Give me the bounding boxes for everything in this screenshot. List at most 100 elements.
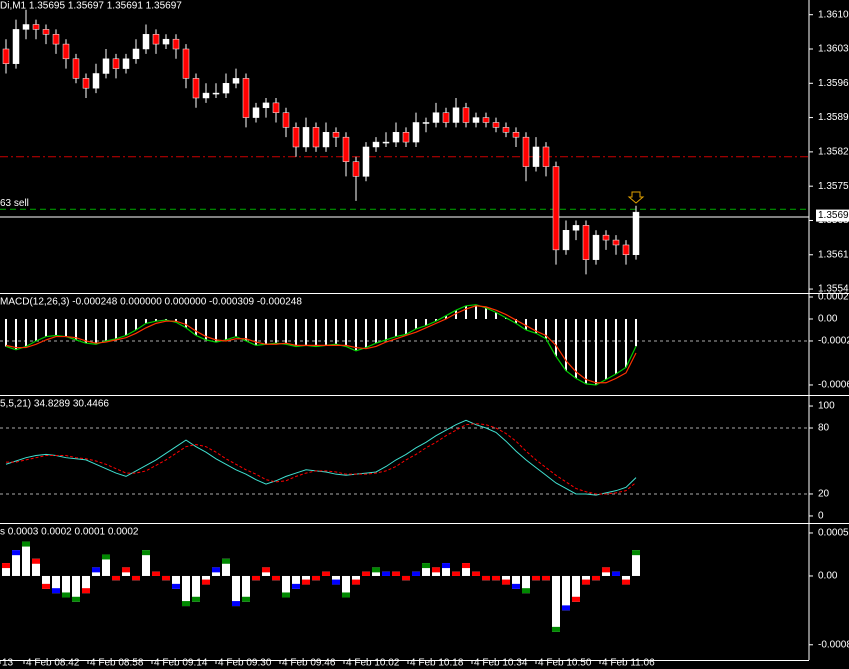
candle-body xyxy=(532,146,540,167)
candle-body xyxy=(52,34,60,45)
candle-body xyxy=(452,107,460,123)
panel-title: s 0.0003 0.0002 0.0001 0.0002 xyxy=(0,527,139,538)
candle-body xyxy=(72,58,80,79)
y-tick-label: 0.00 xyxy=(818,571,838,582)
bar-tip xyxy=(332,579,340,585)
bar-tip xyxy=(222,558,230,564)
bar-tip xyxy=(572,596,580,602)
histogram-bar xyxy=(235,318,237,337)
y-tick-label: 100 xyxy=(818,401,835,412)
y-tick-label: -0.0006 xyxy=(818,380,849,391)
candle-body xyxy=(602,234,610,241)
candle-body xyxy=(82,78,90,89)
histogram-bar xyxy=(45,318,47,337)
bar xyxy=(422,563,430,576)
bar-tip xyxy=(32,558,40,564)
y-tick-label: 1.3603 xyxy=(818,44,849,55)
y-tick-label: 1.3610 xyxy=(818,9,849,20)
candle-body xyxy=(252,107,260,118)
bar-tip xyxy=(362,571,370,576)
candle-body xyxy=(382,141,390,144)
bar xyxy=(342,575,350,598)
bar-tip xyxy=(132,575,140,581)
bar-tip xyxy=(502,579,510,585)
x-tick-label: 4 Feb 10:02 xyxy=(346,658,400,669)
histogram-bar xyxy=(625,318,627,368)
candle-body xyxy=(22,24,30,30)
histogram-bar xyxy=(515,318,517,324)
bar-tip xyxy=(252,575,260,581)
histogram-bar xyxy=(525,318,527,330)
candle-body xyxy=(32,24,40,30)
histogram-bar xyxy=(105,318,107,341)
histogram-bar xyxy=(225,318,227,340)
x-tick-label: 4 Feb 08:58 xyxy=(90,658,144,669)
candle-body xyxy=(152,34,160,45)
bar-tip xyxy=(412,571,420,576)
bar xyxy=(52,575,60,594)
histogram-bar xyxy=(345,318,347,347)
candle-body xyxy=(462,107,470,123)
candle-body xyxy=(212,92,220,95)
y-tick-label: 0.0005 xyxy=(818,528,849,539)
candle-body xyxy=(192,78,200,99)
bar-tip xyxy=(72,596,80,602)
candle-body xyxy=(572,225,580,231)
bar xyxy=(182,575,190,607)
histogram-bar xyxy=(155,318,157,322)
y-tick-label: -0.0008 xyxy=(818,639,849,650)
candle-body xyxy=(2,48,10,64)
histogram-bar xyxy=(145,318,147,324)
candle-body xyxy=(562,230,570,251)
histogram-bar xyxy=(635,318,637,347)
bar-tip xyxy=(342,592,350,598)
bar xyxy=(192,575,200,602)
bar-tip xyxy=(372,567,380,573)
candle-body xyxy=(312,127,320,148)
candle-body xyxy=(482,117,490,123)
bar xyxy=(552,575,560,632)
histogram-bar xyxy=(195,318,197,336)
bar-tip xyxy=(622,579,630,585)
bar-tip xyxy=(482,575,490,581)
candle-body xyxy=(242,78,250,118)
bar xyxy=(512,575,520,589)
histogram-bar xyxy=(405,318,407,335)
candle-body xyxy=(272,102,280,113)
bar-tip xyxy=(552,626,560,632)
bar xyxy=(562,575,570,611)
histogram-bar xyxy=(15,318,17,350)
candle-body xyxy=(592,234,600,260)
bar-tip xyxy=(582,579,590,585)
bar-tip xyxy=(442,563,450,569)
bar xyxy=(222,558,230,576)
panel-title: Di,M1 1.35695 1.35697 1.35691 1.35697 xyxy=(0,1,182,12)
histogram-bar xyxy=(335,318,337,345)
bar-tip xyxy=(142,550,150,556)
bar-tip xyxy=(382,571,390,576)
panel-title: 5,5,21) 34.8289 30.4466 xyxy=(0,399,109,410)
candle-body xyxy=(292,127,300,148)
candle-body xyxy=(522,136,530,167)
candle-body xyxy=(142,34,150,50)
candle-body xyxy=(352,161,360,177)
histogram-bar xyxy=(615,318,617,374)
candle-body xyxy=(442,112,450,123)
histogram-bar xyxy=(55,318,57,336)
candle-body xyxy=(412,122,420,143)
x-tick-label: 4 Feb 10:18 xyxy=(410,658,464,669)
candle-body xyxy=(542,146,550,167)
bar-tip xyxy=(422,563,430,569)
bar-tip xyxy=(262,567,270,573)
histogram-bar xyxy=(285,318,287,345)
histogram-bar xyxy=(465,305,467,319)
indicator-line xyxy=(6,423,637,495)
candle-body xyxy=(42,29,50,35)
bar-tip xyxy=(242,596,250,602)
candle-body xyxy=(612,239,620,246)
bar-tip xyxy=(282,592,290,598)
histogram-bar xyxy=(5,318,7,347)
histogram-bar xyxy=(95,318,97,345)
bar-tip xyxy=(82,588,90,594)
bar-tip xyxy=(472,571,480,576)
